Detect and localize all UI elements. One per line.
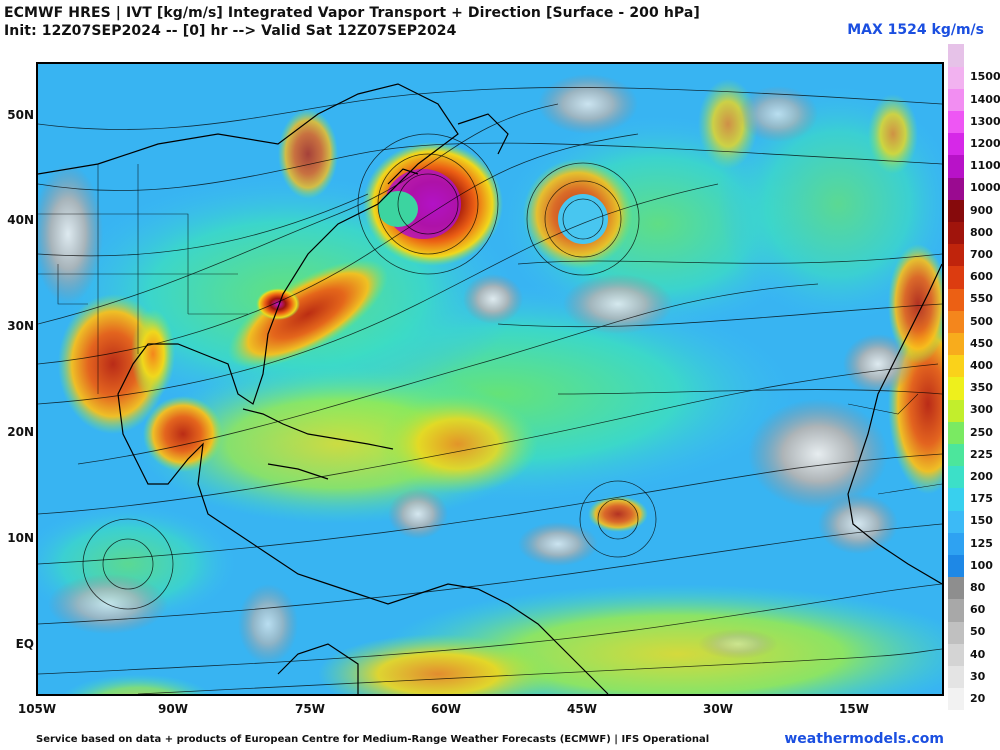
colorbar-swatch [948,44,964,67]
colorbar-label: 20 [970,691,986,705]
colorbar-swatch [948,354,964,378]
title-line-2: Init: 12Z07SEP2024 -- [0] hr --> Valid S… [4,23,457,39]
colorbar-swatch [948,421,964,445]
colorbar-label: 30 [970,669,986,683]
colorbar-label: 50 [970,625,986,639]
colorbar-swatch [948,110,964,134]
colorbar [948,44,964,711]
colorbar-label: 175 [970,492,993,506]
title-line-1: ECMWF HRES | IVT [kg/m/s] Integrated Vap… [4,5,700,21]
colorbar-swatch [948,599,964,622]
colorbar-swatch [948,510,964,533]
colorbar-label: 1300 [970,114,1000,128]
ivt-field-svg [38,64,942,694]
colorbar-label: 40 [970,647,986,661]
colorbar-swatch [948,576,964,600]
colorbar-swatch [948,443,964,467]
lon-label-90w: 90W [158,702,188,716]
colorbar-swatch [948,221,964,245]
colorbar-label: 500 [970,314,993,328]
colorbar-label: 1000 [970,181,1000,195]
lon-label-60w: 60W [431,702,461,716]
colorbar-label: 1500 [970,70,1000,84]
colorbar-label: 600 [970,270,993,284]
lat-label-20n: 20N [7,425,34,439]
colorbar-label: 150 [970,514,993,528]
colorbar-swatch [948,310,964,334]
colorbar-label: 250 [970,425,993,439]
colorbar-label: 225 [970,447,993,461]
colorbar-swatch [948,132,964,156]
colorbar-swatch [948,665,964,689]
colorbar-swatch [948,554,964,578]
colorbar-label: 800 [970,225,993,239]
colorbar-label: 1100 [970,159,1000,173]
colorbar-label: 400 [970,358,993,372]
colorbar-swatch [948,66,964,89]
ivt-map [36,62,944,696]
lon-label-15w: 15W [839,702,869,716]
colorbar-label: 700 [970,247,993,261]
colorbar-label: 60 [970,603,986,617]
colorbar-label: 125 [970,536,993,550]
colorbar-swatch [948,155,964,178]
lat-label-10n: 10N [7,531,34,545]
lon-label-105w: 105W [17,702,57,716]
lon-label-45w: 45W [567,702,597,716]
credit-text: Service based on data + products of Euro… [36,734,710,745]
colorbar-swatch [948,532,964,556]
colorbar-swatch [948,621,964,644]
colorbar-swatch [948,643,964,667]
colorbar-label: 80 [970,580,986,594]
colorbar-swatch [948,488,964,511]
colorbar-swatch [948,465,964,489]
colorbar-swatch [948,288,964,311]
colorbar-swatch [948,687,964,711]
colorbar-swatch [948,199,964,223]
colorbar-swatch [948,377,964,400]
colorbar-swatch [948,266,964,289]
site-link[interactable]: weathermodels.com [784,731,944,747]
lat-label-50n: 50N [7,108,34,122]
lat-label-eq: EQ [15,637,34,651]
colorbar-swatch [948,243,964,267]
colorbar-label: 450 [970,336,993,350]
colorbar-swatch [948,88,964,112]
colorbar-label: 1400 [970,92,1000,106]
colorbar-label: 1200 [970,136,1000,150]
max-value-label: MAX 1524 kg/m/s [847,22,984,38]
colorbar-label: 550 [970,292,993,306]
colorbar-swatch [948,399,964,422]
colorbar-label: 200 [970,469,993,483]
lat-label-40n: 40N [7,213,34,227]
lon-label-75w: 75W [295,702,325,716]
colorbar-label: 100 [970,558,993,572]
lon-label-30w: 30W [703,702,733,716]
map-title: ECMWF HRES | IVT [kg/m/s] Integrated Vap… [4,4,700,40]
colorbar-label: 900 [970,203,993,217]
colorbar-label: 300 [970,403,993,417]
colorbar-swatch [948,177,964,200]
colorbar-swatch [948,332,964,356]
lat-label-30n: 30N [7,319,34,333]
colorbar-label: 350 [970,381,993,395]
